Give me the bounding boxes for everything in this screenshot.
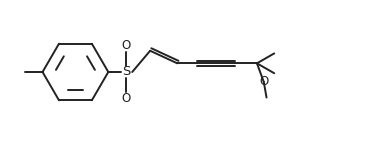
Text: O: O	[259, 75, 268, 88]
Text: S: S	[122, 66, 131, 78]
Text: O: O	[122, 39, 131, 52]
Text: O: O	[122, 92, 131, 105]
